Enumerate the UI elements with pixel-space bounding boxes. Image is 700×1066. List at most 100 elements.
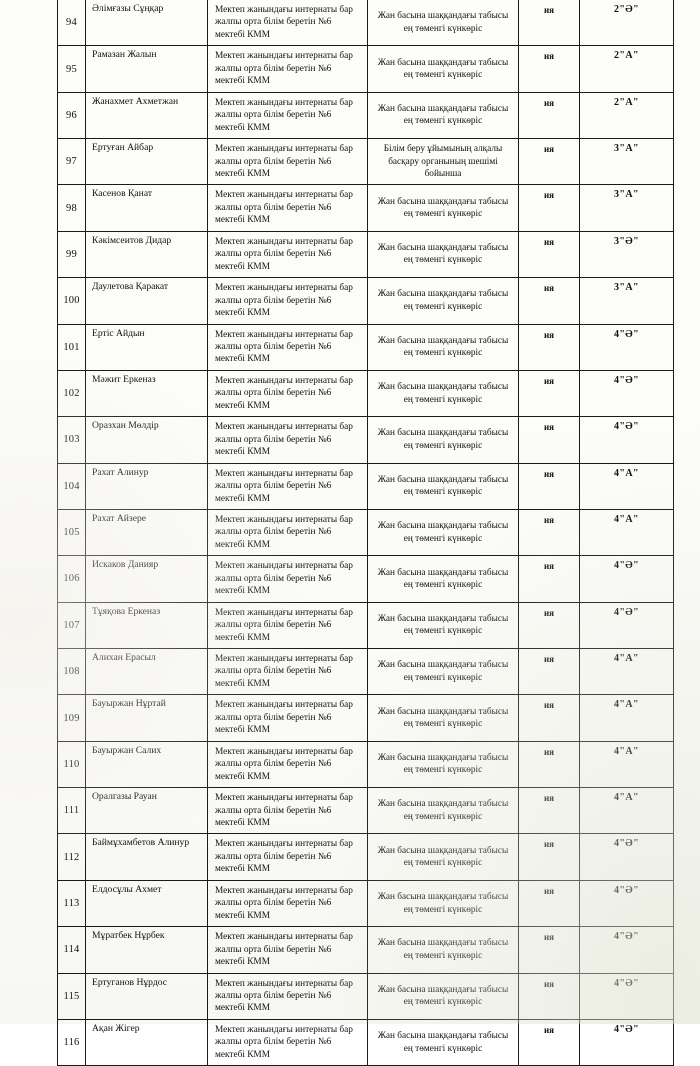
school-name-cell: Мектеп жанындағы интернаты бар жалпы орт… [207, 879, 368, 928]
row-number-cell: 100 [57, 277, 86, 325]
row-number-cell: 97 [57, 138, 86, 186]
confirmation-flag-cell: ия [518, 0, 580, 47]
table-row: 103 Оразхан Мөлдір Мектеп жанындағы интерн… [57, 416, 674, 464]
confirmation-flag-cell: ия [518, 879, 580, 928]
student-name-cell: Баймұхамбетов Алинур [85, 833, 208, 881]
table-row: 96 Жанахмет Ахметжан Мектеп жанындағы инте… [57, 91, 674, 140]
row-number-cell: 116 [57, 1018, 86, 1066]
row-number-cell: 115 [57, 972, 86, 1020]
student-name-cell: Жанахмет Ахметжан [85, 91, 208, 140]
confirmation-flag-cell: ия [518, 416, 580, 464]
class-designation-cell: 2"А" [579, 91, 674, 140]
confirmation-flag-cell: ия [518, 45, 580, 93]
reason-cell: Білім беру ұйымының алқалы басқару орган… [367, 138, 519, 186]
reason-cell: Жан басына шаққандағы табысы ең төменгі … [367, 833, 519, 881]
confirmation-flag-cell: ия [518, 740, 580, 789]
class-designation-cell: 4"А" [579, 462, 674, 510]
school-name-cell: Мектеп жанындағы интернаты бар жалпы орт… [207, 648, 368, 696]
class-designation-cell: 3"А" [579, 138, 674, 186]
table-row: 101 Ертіс Айдын Мектеп жанындағы интернаты… [57, 323, 674, 371]
class-designation-cell: 4"Ә" [579, 1018, 674, 1066]
school-name-cell: Мектеп жанындағы интернаты бар жалпы орт… [207, 555, 368, 603]
confirmation-flag-cell: ия [518, 1018, 580, 1066]
row-number-cell: 109 [57, 694, 86, 742]
reason-cell: Жан басына шаққандағы табысы ең төменгі … [367, 277, 519, 325]
row-number-cell: 108 [57, 648, 86, 696]
table-body: 94 Әлімғазы Сұңқар Мектеп жанындағы интерн… [57, 0, 674, 1066]
school-name-cell: Мектеп жанындағы интернаты бар жалпы орт… [207, 416, 368, 464]
class-designation-cell: 4"Ә" [579, 555, 674, 603]
table-row: 113 Елдосұлы Ахмет Мектеп жанындағы интерн… [57, 879, 674, 928]
table-row: 116 Ақан Жігер Мектеп жанындағы интернаты … [57, 1018, 674, 1066]
reason-cell: Жан басына шаққандағы табысы ең төменгі … [367, 0, 519, 47]
class-designation-cell: 4"А" [579, 787, 674, 835]
table-row: 99 Кәкімсеитов Дидар Мектеп жанындағы инте… [57, 230, 674, 279]
reason-cell: Жан басына шаққандағы табысы ең төменгі … [367, 926, 519, 974]
table-row: 97 Ертуған Айбар Мектеп жанындағы интернат… [57, 138, 674, 186]
reason-cell: Жан басына шаққандағы табысы ең төменгі … [367, 462, 519, 510]
student-name-cell: Әлімғазы Сұңқар [85, 0, 208, 47]
student-name-cell: Оразхан Мөлдір [85, 416, 208, 464]
confirmation-flag-cell: ия [518, 648, 580, 696]
confirmation-flag-cell: ия [518, 230, 580, 279]
reason-cell: Жан басына шаққандағы табысы ең төменгі … [367, 648, 519, 696]
reason-cell: Жан басына шаққандағы табысы ең төменгі … [367, 879, 519, 928]
student-name-cell: Мұратбек Нұрбек [85, 926, 208, 974]
row-number-cell: 107 [57, 601, 86, 650]
row-number-cell: 101 [57, 323, 86, 371]
school-name-cell: Мектеп жанындағы интернаты бар жалпы орт… [207, 184, 368, 232]
confirmation-flag-cell: ия [518, 138, 580, 186]
confirmation-flag-cell: ия [518, 972, 580, 1020]
school-name-cell: Мектеп жанындағы интернаты бар жалпы орт… [207, 508, 368, 557]
row-number-cell: 103 [57, 416, 86, 464]
school-name-cell: Мектеп жанындағы интернаты бар жалпы орт… [207, 0, 368, 47]
confirmation-flag-cell: ия [518, 184, 580, 232]
student-list-table: 94 Әлімғазы Сұңқар Мектеп жанындағы интерн… [57, 0, 674, 1066]
class-designation-cell: 2"А" [579, 45, 674, 93]
table-row: 105 Рахат Айзере Мектеп жанындағы интернат… [57, 508, 674, 557]
reason-cell: Жан басына шаққандағы табысы ең төменгі … [367, 369, 519, 418]
school-name-cell: Мектеп жанындағы интернаты бар жалпы орт… [207, 45, 368, 93]
school-name-cell: Мектеп жанындағы интернаты бар жалпы орт… [207, 1018, 368, 1066]
school-name-cell: Мектеп жанындағы интернаты бар жалпы орт… [207, 601, 368, 650]
table-row: 110 Бауыржан Салих Мектеп жанындағы интерн… [57, 740, 674, 789]
table-row: 114 Мұратбек Нұрбек Мектеп жанындағы интер… [57, 926, 674, 974]
reason-cell: Жан басына шаққандағы табысы ең төменгі … [367, 787, 519, 835]
row-number-cell: 113 [57, 879, 86, 928]
confirmation-flag-cell: ия [518, 787, 580, 835]
row-number-cell: 96 [57, 91, 86, 140]
table-row: 107 Тұяқова Еркеназ Мектеп жанындағы интер… [57, 601, 674, 650]
student-name-cell: Кәкімсеитов Дидар [85, 230, 208, 279]
student-name-cell: Елдосұлы Ахмет [85, 879, 208, 928]
school-name-cell: Мектеп жанындағы интернаты бар жалпы орт… [207, 787, 368, 835]
school-name-cell: Мектеп жанындағы интернаты бар жалпы орт… [207, 323, 368, 371]
student-name-cell: Рамазан Жалын [85, 45, 208, 93]
table-row: 102 Мәжит Еркеназ Мектеп жанындағы интерна… [57, 369, 674, 418]
row-number-cell: 105 [57, 508, 86, 557]
row-number-cell: 111 [57, 787, 86, 835]
class-designation-cell: 4"А" [579, 648, 674, 696]
confirmation-flag-cell: ия [518, 508, 580, 557]
student-name-cell: Ақан Жігер [85, 1018, 208, 1066]
class-designation-cell: 4"Ә" [579, 323, 674, 371]
row-number-cell: 110 [57, 740, 86, 789]
reason-cell: Жан басына шаққандағы табысы ең төменгі … [367, 601, 519, 650]
student-name-cell: Ертуған Айбар [85, 138, 208, 186]
class-designation-cell: 4"Ә" [579, 416, 674, 464]
reason-cell: Жан басына шаққандағы табысы ең төменгі … [367, 91, 519, 140]
reason-cell: Жан басына шаққандағы табысы ең төменгі … [367, 184, 519, 232]
confirmation-flag-cell: ия [518, 462, 580, 510]
row-number-cell: 114 [57, 926, 86, 974]
row-number-cell: 98 [57, 184, 86, 232]
class-designation-cell: 3"А" [579, 184, 674, 232]
row-number-cell: 95 [57, 45, 86, 93]
table-row: 94 Әлімғазы Сұңқар Мектеп жанындағы интерн… [57, 0, 674, 47]
reason-cell: Жан басына шаққандағы табысы ең төменгі … [367, 230, 519, 279]
reason-cell: Жан басына шаққандағы табысы ең төменгі … [367, 1018, 519, 1066]
table-row: 112 Баймұхамбетов Алинур Мектеп жанындағы … [57, 833, 674, 881]
reason-cell: Жан басына шаққандағы табысы ең төменгі … [367, 740, 519, 789]
class-designation-cell: 4"Ә" [579, 926, 674, 974]
class-designation-cell: 2"Ә" [579, 0, 674, 47]
school-name-cell: Мектеп жанындағы интернаты бар жалпы орт… [207, 369, 368, 418]
